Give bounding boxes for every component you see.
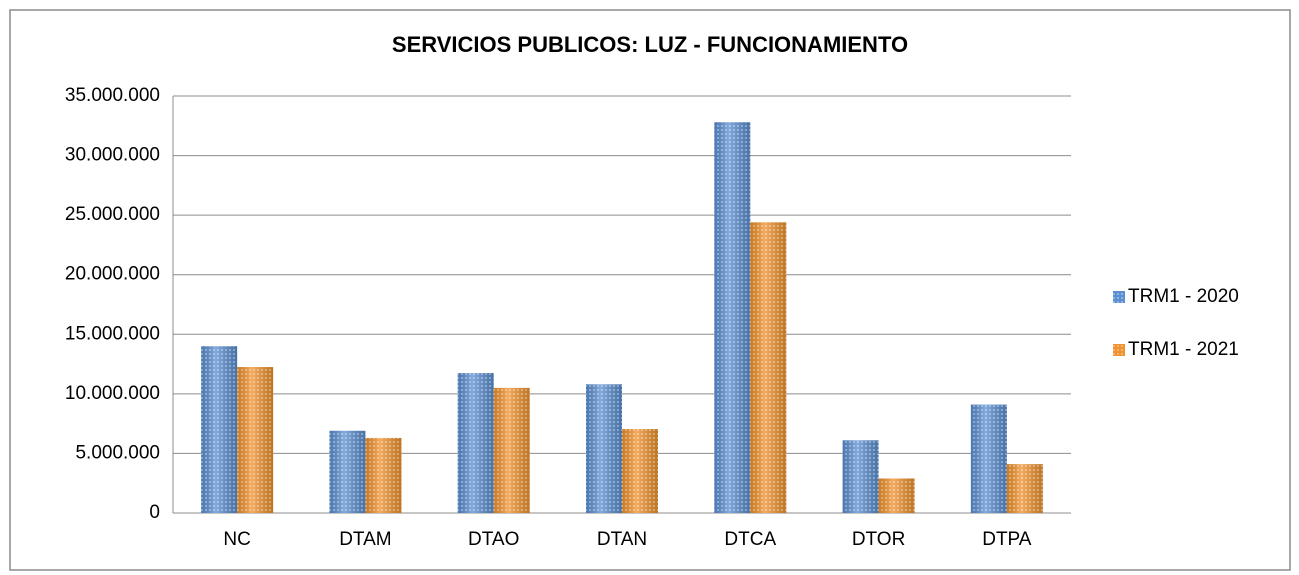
- x-tick-label: NC: [223, 529, 250, 550]
- x-tick-label: DTPA: [982, 529, 1032, 550]
- x-tick-label: DTAM: [339, 529, 391, 550]
- bar-group: [237, 367, 274, 513]
- bar-texture: [365, 437, 402, 513]
- bar-group: [201, 346, 238, 513]
- bar-texture: [750, 222, 787, 513]
- bar-texture: [1006, 464, 1043, 513]
- y-tick-label: 10.000.000: [65, 383, 160, 404]
- y-tick-label: 15.000.000: [65, 323, 160, 344]
- x-tick-label: DTAN: [597, 529, 647, 550]
- y-tick-label: 20.000.000: [65, 264, 160, 285]
- bar-group: [457, 373, 494, 513]
- legend-label: TRM1 - 2020: [1128, 286, 1239, 307]
- bar-group: [493, 387, 530, 513]
- bar-group: [878, 478, 915, 513]
- bar-texture: [586, 384, 622, 513]
- y-tick-label: 25.000.000: [65, 204, 160, 225]
- bar-texture: [970, 404, 1007, 513]
- legend-swatch-texture: [1113, 344, 1125, 356]
- bar-texture: [622, 429, 658, 513]
- bar-group: [622, 429, 658, 513]
- bar-group: [750, 222, 787, 513]
- bar-group: [586, 384, 622, 513]
- legend-label: TRM1 - 2021: [1128, 339, 1239, 360]
- bar-texture: [714, 122, 751, 513]
- x-tick-label: DTOR: [852, 529, 905, 550]
- bar-group: [1006, 464, 1043, 513]
- bar-group: [970, 404, 1007, 513]
- bar-texture: [842, 440, 879, 513]
- y-tick-label: 5.000.000: [75, 442, 160, 463]
- bar-texture: [493, 387, 530, 513]
- bar-texture: [237, 367, 274, 513]
- bar-group: [714, 122, 751, 513]
- bar-group: [365, 437, 402, 513]
- bar-group: [842, 440, 879, 513]
- y-tick-label: 35.000.000: [65, 85, 160, 106]
- bar-texture: [878, 478, 915, 513]
- bar-texture: [329, 430, 366, 513]
- x-tick-label: DTAO: [468, 529, 519, 550]
- y-tick-label: 30.000.000: [65, 145, 160, 166]
- x-tick-label: DTCA: [724, 529, 776, 550]
- chart-title: SERVICIOS PUBLICOS: LUZ - FUNCIONAMIENTO: [392, 32, 908, 57]
- y-tick-label: 0: [149, 502, 160, 523]
- legend-swatch-texture: [1113, 291, 1125, 303]
- bar-texture: [201, 346, 238, 513]
- bar-group: [329, 430, 366, 513]
- bar-texture: [457, 373, 494, 513]
